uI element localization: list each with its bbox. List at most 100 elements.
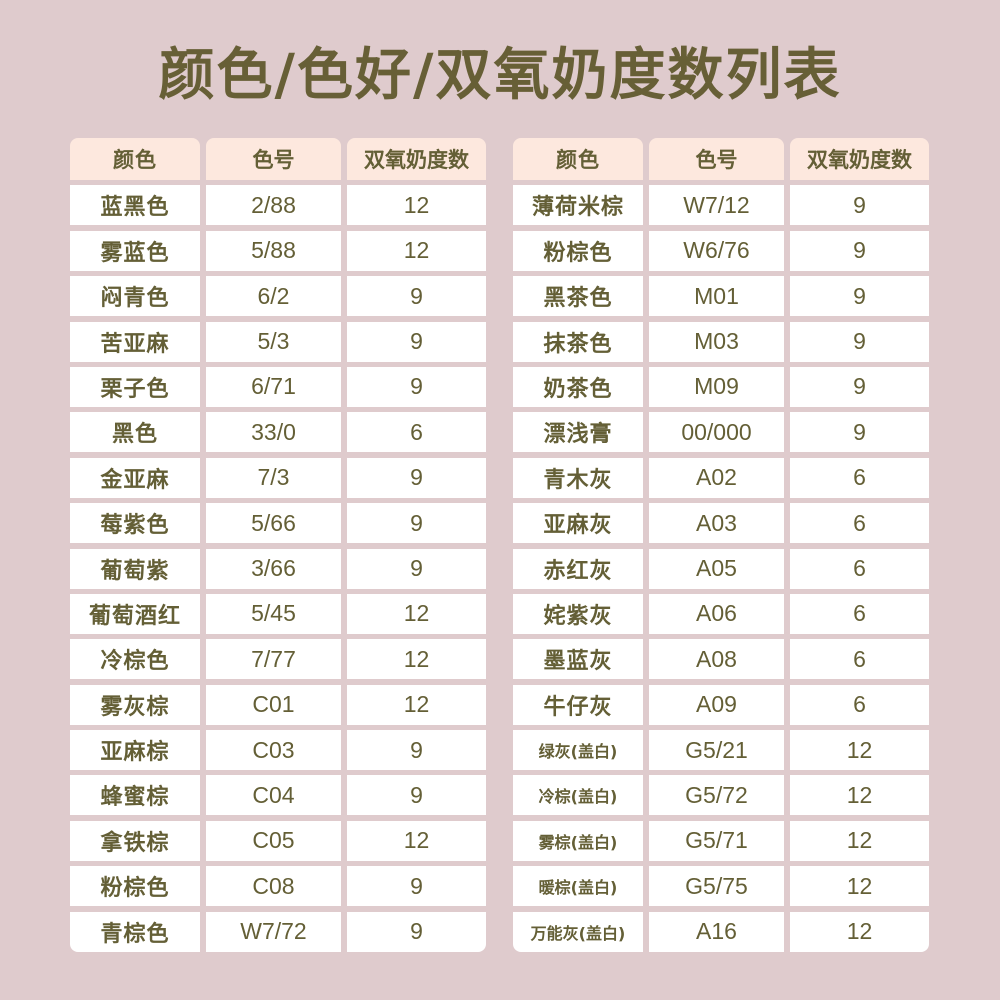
color-table-left: 颜色 色号 双氧奶度数 蓝黑色 2/88 12 雾蓝色 5/88 12 闷青色 6/2 9 苦亚麻 5/3… — [70, 138, 486, 957]
table-row: 墨蓝灰 A08 6 — [513, 639, 929, 680]
table-row: 雾蓝色 5/88 12 — [70, 230, 486, 271]
color-name-cell: 青木灰 — [513, 457, 643, 498]
developer-volume-cell: 9 — [347, 548, 486, 589]
developer-volume-cell: 9 — [790, 230, 929, 271]
table-row: 栗子色 6/71 9 — [70, 366, 486, 407]
table-row: 青棕色 W7/72 9 — [70, 911, 486, 952]
developer-volume-cell: 12 — [790, 911, 929, 952]
table-row: 绿灰(盖白) G5/21 12 — [513, 730, 929, 771]
developer-volume-cell: 12 — [347, 230, 486, 271]
header-color-name-cell: 颜色 — [70, 138, 200, 180]
table-row: 葡萄紫 3/66 9 — [70, 548, 486, 589]
developer-volume-cell: 9 — [347, 503, 486, 544]
table-row: 冷棕色 7/77 12 — [70, 639, 486, 680]
color-name-cell: 亚麻棕 — [70, 730, 200, 771]
table-row: 奶茶色 M09 9 — [513, 366, 929, 407]
color-code-cell: A08 — [649, 639, 784, 680]
table-row: 粉棕色 W6/76 9 — [513, 230, 929, 271]
color-table-right: 颜色 色号 双氧奶度数 薄荷米棕 W7/12 9 粉棕色 W6/76 9 黑茶色 M01 9 抹茶色 M0… — [513, 138, 929, 957]
color-code-cell: M09 — [649, 366, 784, 407]
developer-volume-cell: 6 — [790, 503, 929, 544]
color-code-cell: 3/66 — [206, 548, 341, 589]
header-developer-volume-cell: 双氧奶度数 — [790, 138, 929, 180]
developer-volume-cell: 9 — [790, 366, 929, 407]
developer-volume-cell: 12 — [790, 866, 929, 907]
developer-volume-cell: 9 — [347, 775, 486, 816]
color-name-cell: 莓紫色 — [70, 503, 200, 544]
table-row: 万能灰(盖白) A16 12 — [513, 911, 929, 952]
table-row: 拿铁棕 C05 12 — [70, 820, 486, 861]
developer-volume-cell: 9 — [347, 321, 486, 362]
color-name-cell: 蜂蜜棕 — [70, 775, 200, 816]
color-name-cell: 姹紫灰 — [513, 593, 643, 634]
color-name-cell: 黑色 — [70, 412, 200, 453]
color-code-cell: 5/66 — [206, 503, 341, 544]
developer-volume-cell: 6 — [790, 548, 929, 589]
table-row: 亚麻棕 C03 9 — [70, 730, 486, 771]
table-row: 黑茶色 M01 9 — [513, 276, 929, 317]
developer-volume-cell: 12 — [790, 820, 929, 861]
color-code-cell: G5/21 — [649, 730, 784, 771]
color-code-cell: 5/88 — [206, 230, 341, 271]
color-code-cell: A03 — [649, 503, 784, 544]
color-code-cell: M03 — [649, 321, 784, 362]
color-name-cell: 雾灰棕 — [70, 684, 200, 725]
color-name-cell: 黑茶色 — [513, 276, 643, 317]
color-name-cell: 栗子色 — [70, 366, 200, 407]
color-name-cell: 葡萄紫 — [70, 548, 200, 589]
color-code-cell: A05 — [649, 548, 784, 589]
page-title: 颜色/色好/双氧奶度数列表 — [158, 43, 842, 108]
developer-volume-cell: 12 — [790, 775, 929, 816]
developer-volume-cell: 9 — [790, 412, 929, 453]
developer-volume-cell: 6 — [790, 639, 929, 680]
color-name-cell: 雾棕(盖白) — [513, 820, 643, 861]
color-name-cell: 暖棕(盖白) — [513, 866, 643, 907]
developer-volume-cell: 9 — [790, 185, 929, 226]
header-color-code-cell: 色号 — [649, 138, 784, 180]
color-name-cell: 闷青色 — [70, 276, 200, 317]
developer-volume-cell: 6 — [790, 684, 929, 725]
color-name-cell: 墨蓝灰 — [513, 639, 643, 680]
header-color-code-cell: 色号 — [206, 138, 341, 180]
developer-volume-cell: 9 — [347, 730, 486, 771]
color-name-cell: 亚麻灰 — [513, 503, 643, 544]
table-row: 冷棕(盖白) G5/72 12 — [513, 775, 929, 816]
developer-volume-cell: 12 — [347, 593, 486, 634]
table-row: 雾棕(盖白) G5/71 12 — [513, 820, 929, 861]
color-code-cell: 6/71 — [206, 366, 341, 407]
table-row: 赤红灰 A05 6 — [513, 548, 929, 589]
color-name-cell: 苦亚麻 — [70, 321, 200, 362]
developer-volume-cell: 9 — [790, 321, 929, 362]
table-row: 牛仔灰 A09 6 — [513, 684, 929, 725]
color-code-cell: 5/45 — [206, 593, 341, 634]
color-code-cell: 5/3 — [206, 321, 341, 362]
developer-volume-cell: 12 — [347, 820, 486, 861]
developer-volume-cell: 9 — [347, 866, 486, 907]
table-row: 薄荷米棕 W7/12 9 — [513, 185, 929, 226]
color-code-cell: C01 — [206, 684, 341, 725]
color-code-cell: G5/72 — [649, 775, 784, 816]
developer-volume-cell: 6 — [790, 457, 929, 498]
developer-volume-cell: 9 — [790, 276, 929, 317]
table-header: 颜色 色号 双氧奶度数 — [513, 138, 929, 180]
table-row: 雾灰棕 C01 12 — [70, 684, 486, 725]
color-name-cell: 葡萄酒红 — [70, 593, 200, 634]
developer-volume-cell: 9 — [347, 276, 486, 317]
table-row: 粉棕色 C08 9 — [70, 866, 486, 907]
color-name-cell: 奶茶色 — [513, 366, 643, 407]
color-name-cell: 金亚麻 — [70, 457, 200, 498]
color-code-cell: A06 — [649, 593, 784, 634]
color-code-cell: W6/76 — [649, 230, 784, 271]
color-code-cell: 7/77 — [206, 639, 341, 680]
table-row: 蓝黑色 2/88 12 — [70, 185, 486, 226]
table-row: 暖棕(盖白) G5/75 12 — [513, 866, 929, 907]
color-code-cell: G5/75 — [649, 866, 784, 907]
color-code-cell: 6/2 — [206, 276, 341, 317]
developer-volume-cell: 12 — [790, 730, 929, 771]
table-row: 莓紫色 5/66 9 — [70, 503, 486, 544]
color-name-cell: 粉棕色 — [513, 230, 643, 271]
color-name-cell: 抹茶色 — [513, 321, 643, 362]
table-header: 颜色 色号 双氧奶度数 — [70, 138, 486, 180]
color-name-cell: 漂浅膏 — [513, 412, 643, 453]
table-row: 漂浅膏 00/000 9 — [513, 412, 929, 453]
